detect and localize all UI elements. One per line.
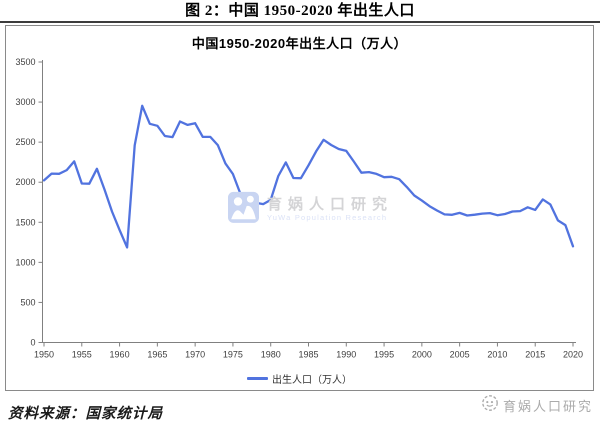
- svg-text:1985: 1985: [298, 350, 318, 360]
- svg-text:500: 500: [20, 297, 35, 307]
- svg-text:2000: 2000: [15, 177, 35, 187]
- svg-text:2010: 2010: [487, 350, 507, 360]
- legend-label: 出生人口（万人）: [272, 374, 352, 386]
- svg-text:1995: 1995: [374, 350, 394, 360]
- figure-title: 图 2：中国 1950-2020 年出生人口: [185, 3, 415, 19]
- watermark-bottom-text: 育娲人口研究: [502, 399, 593, 414]
- legend-line-swatch: [247, 376, 268, 380]
- source-note: 资料来源：国家统计局: [8, 406, 163, 422]
- svg-text:1500: 1500: [15, 217, 35, 227]
- svg-text:3500: 3500: [15, 57, 35, 67]
- yuwa-face-icon: [481, 394, 499, 417]
- chart-plot: 0 500 1000 1500 2000 2500 3000 3500 1950 1955 1960…: [15, 57, 583, 360]
- svg-text:0: 0: [30, 338, 35, 348]
- svg-text:2015: 2015: [525, 350, 545, 360]
- svg-text:1975: 1975: [223, 350, 243, 360]
- title-divider: [0, 21, 600, 23]
- svg-text:1950: 1950: [34, 350, 54, 360]
- svg-text:3000: 3000: [15, 97, 35, 107]
- svg-text:2500: 2500: [15, 137, 35, 147]
- svg-text:1955: 1955: [72, 350, 92, 360]
- svg-text:2005: 2005: [450, 350, 470, 360]
- svg-text:1960: 1960: [110, 350, 130, 360]
- svg-text:2020: 2020: [563, 350, 583, 360]
- svg-text:2000: 2000: [412, 350, 432, 360]
- chart-container: 0 500 1000 1500 2000 2500 3000 3500 1950 1955 1960…: [5, 25, 594, 391]
- svg-text:1990: 1990: [336, 350, 356, 360]
- chart-title: 中国1950-2020年出生人口（万人）: [191, 36, 408, 51]
- svg-text:1000: 1000: [15, 257, 35, 267]
- svg-text:1970: 1970: [185, 350, 205, 360]
- svg-text:1965: 1965: [147, 350, 167, 360]
- chart-legend: 出生人口（万人）: [6, 371, 593, 386]
- svg-text:1980: 1980: [261, 350, 281, 360]
- watermark-bottom-right: 育娲人口研究: [481, 394, 593, 417]
